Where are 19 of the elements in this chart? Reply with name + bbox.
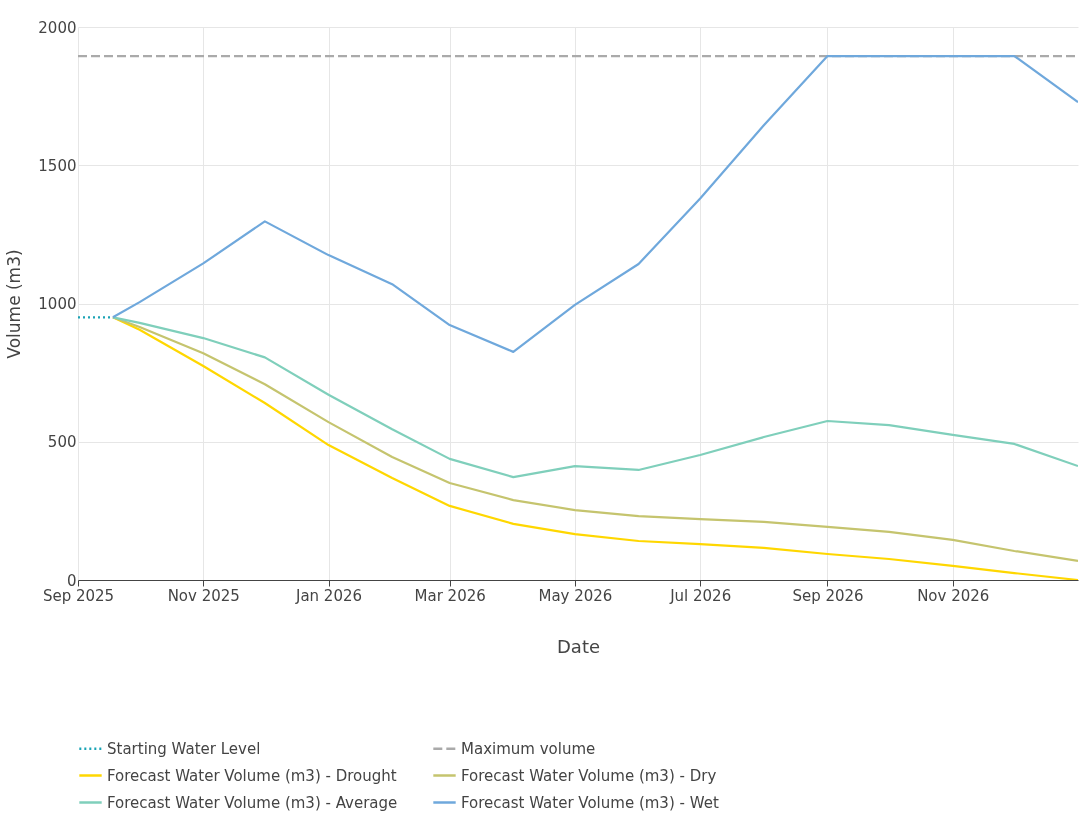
x-tick-label: May 2026 (538, 586, 613, 605)
x-tick-label: Jul 2026 (669, 586, 732, 605)
y-tick-label: 2000 (38, 18, 77, 37)
legend-label: Forecast Water Volume (m3) - Dry (461, 766, 717, 785)
y-axis-title: Volume (m3) (4, 249, 25, 359)
y-tick-label: 1500 (38, 156, 77, 175)
x-axis-title: Date (556, 635, 601, 657)
y-tick-label: 500 (47, 433, 77, 452)
x-tick-label: Sep 2026 (792, 586, 864, 605)
legend-label: Forecast Water Volume (m3) - Average (107, 793, 398, 812)
legend-label: Maximum volume (461, 739, 596, 758)
x-tick-label: Nov 2026 (917, 586, 990, 605)
legend-label: Forecast Water Volume (m3) - Wet (461, 793, 719, 812)
legend-label: Forecast Water Volume (m3) - Drought (107, 766, 397, 785)
y-tick-label: 1000 (38, 295, 77, 313)
x-tick-label: Jan 2026 (294, 586, 363, 605)
x-tick-label: Mar 2026 (414, 586, 486, 605)
legend-label: Starting Water Level (107, 739, 261, 758)
x-tick-label: Nov 2025 (167, 586, 240, 605)
